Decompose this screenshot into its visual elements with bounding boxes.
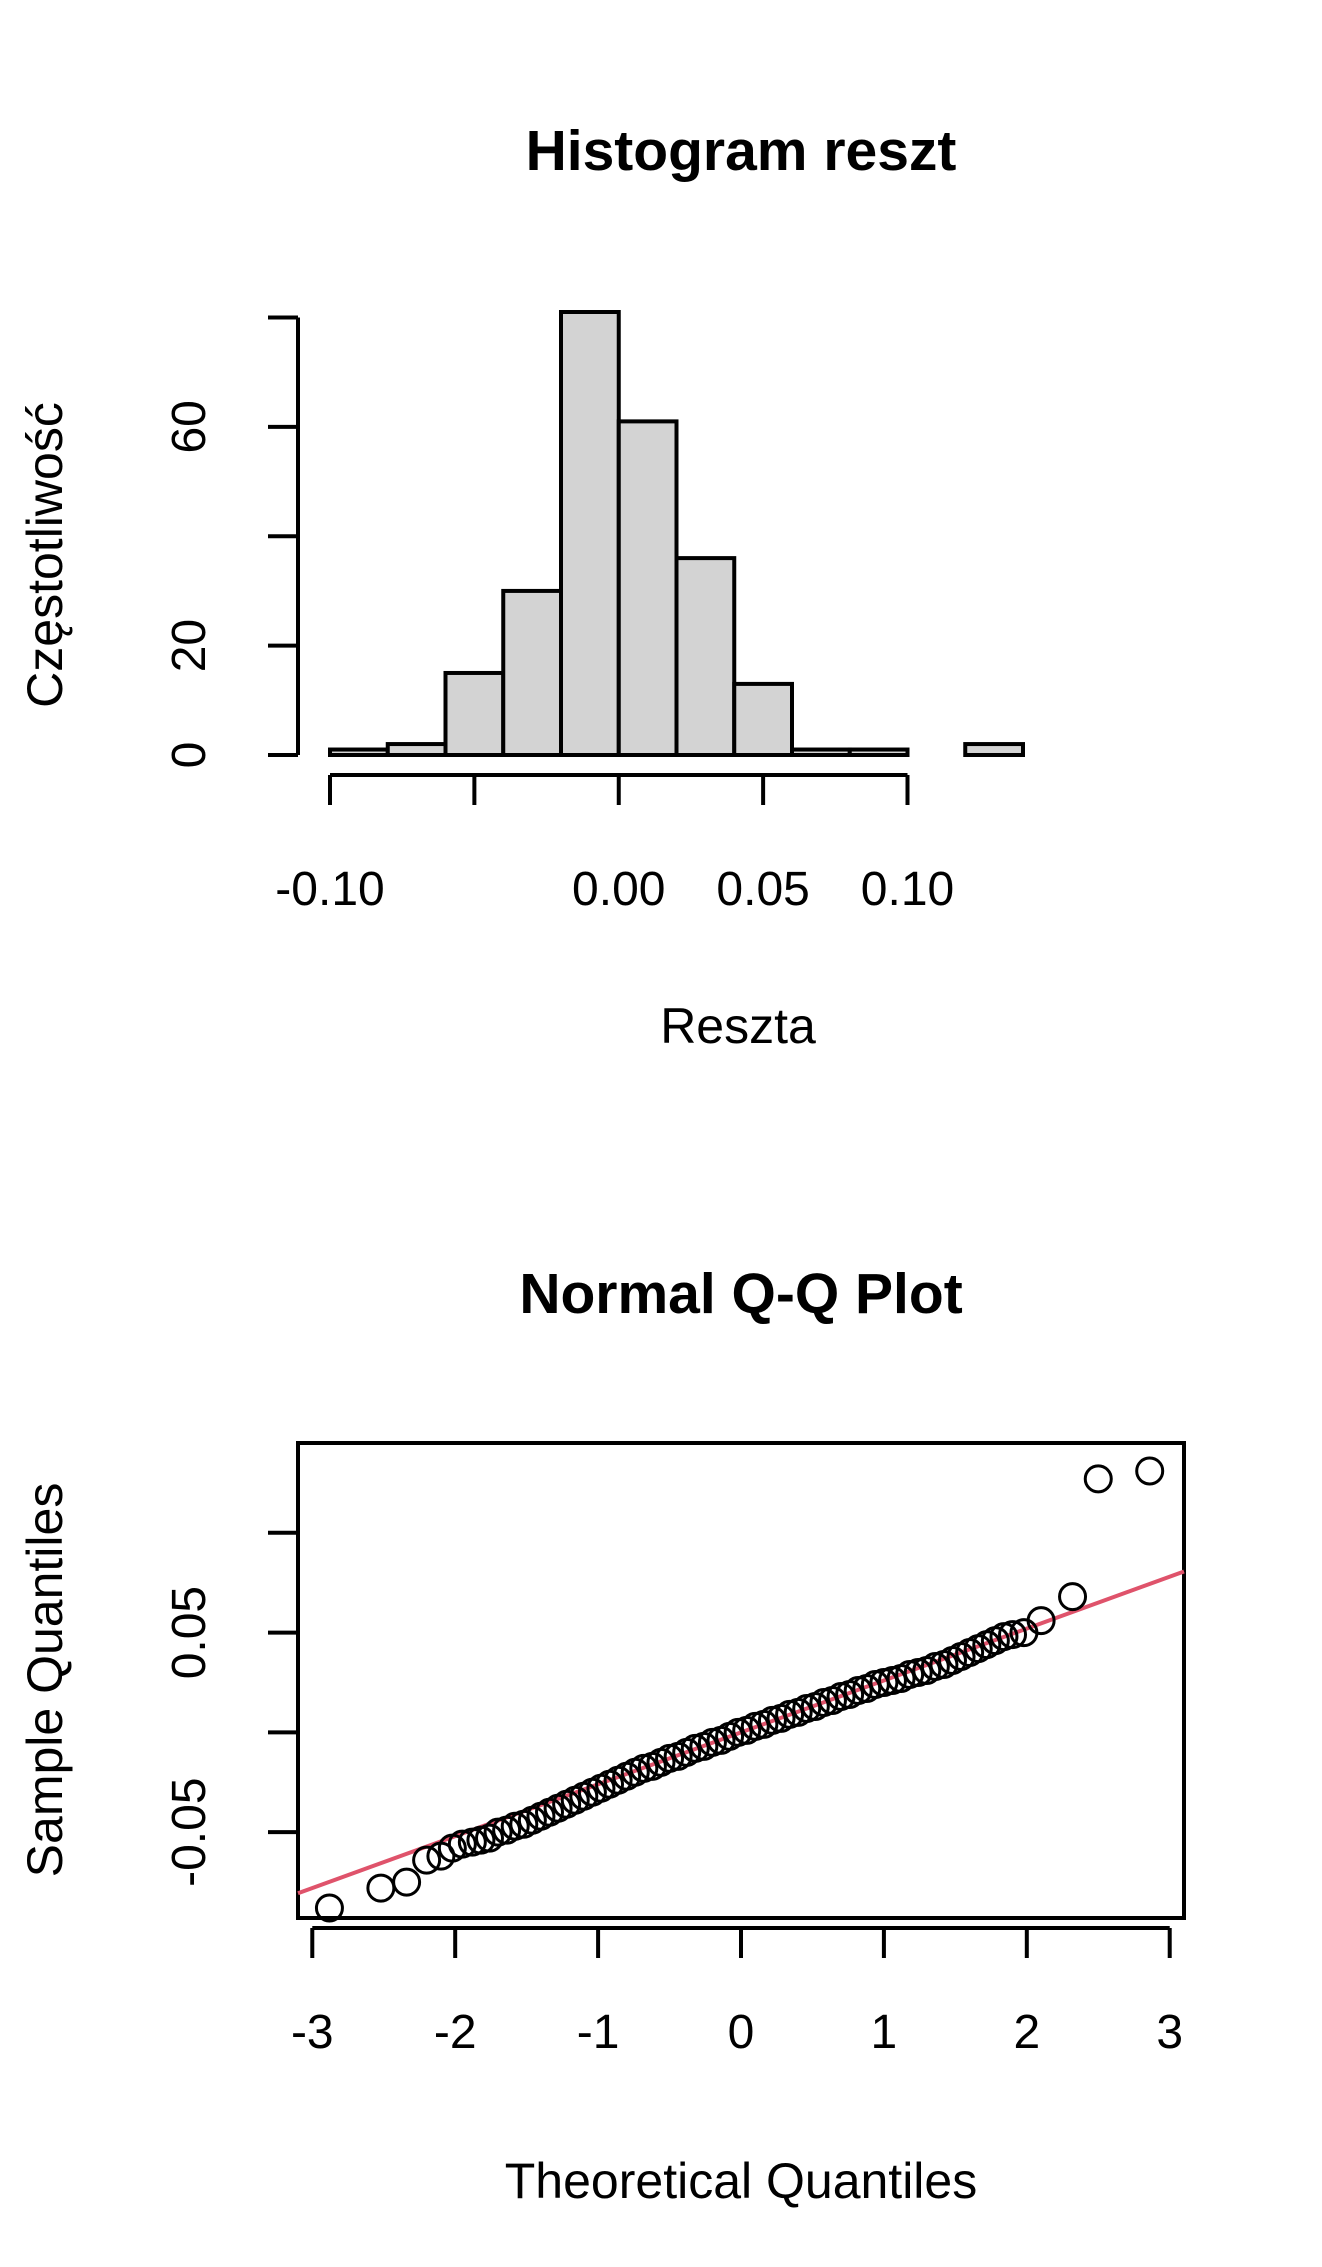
- x-tick-label: -0.10: [275, 863, 384, 916]
- x-tick-label: 0.05: [716, 863, 809, 916]
- y-tick-label: 20: [163, 619, 216, 672]
- y-tick-label: 60: [163, 400, 216, 453]
- qq-point: [1135, 1456, 1165, 1486]
- qq-point: [1083, 1464, 1113, 1494]
- qq-point: [412, 1845, 442, 1875]
- histogram-bar: [732, 681, 794, 758]
- histogram-bar: [963, 742, 1025, 757]
- x-tick-label: 0.00: [572, 863, 665, 916]
- qq-point: [1058, 1582, 1088, 1612]
- histogram-bar: [616, 419, 679, 757]
- y-tick-label: -0.05: [163, 1777, 216, 1886]
- histogram-bar: [559, 310, 621, 757]
- histogram-bar: [328, 747, 390, 758]
- y-tick-label: 0.05: [163, 1586, 216, 1679]
- histogram-bar: [443, 670, 506, 757]
- qq-plot-title: Normal Q-Q Plot: [519, 1262, 962, 1326]
- x-tick-label: 1: [871, 2006, 898, 2059]
- histogram-x-axis: -0.10 0.00 0.05 0.10: [275, 773, 954, 916]
- histogram-bar: [385, 742, 448, 757]
- qq-y-axis: -0.05 0.05: [163, 1530, 300, 1887]
- qq-point: [314, 1893, 344, 1923]
- qq-point: [998, 1620, 1028, 1650]
- qq-x-label: Theoretical Quantiles: [505, 2153, 977, 2209]
- histogram-bars: [328, 310, 1025, 758]
- histogram-x-label: Reszta: [660, 998, 816, 1054]
- qq-points: [314, 1456, 1165, 1923]
- y-tick-label: 0: [163, 742, 216, 769]
- x-tick-label: 0.10: [861, 863, 954, 916]
- histogram-y-label: Częstotliwość: [17, 402, 73, 708]
- qq-point: [1026, 1606, 1056, 1636]
- histogram-title: Histogram reszt: [526, 119, 957, 183]
- qq-plot-chart: Normal Q-Q Plot -3 -2 -1 0 1 2 3 -0.05 0.05 The…: [17, 1262, 1186, 2209]
- histogram-bar: [847, 747, 910, 758]
- x-tick-label: 3: [1156, 2006, 1183, 2059]
- x-tick-label: 0: [728, 2006, 755, 2059]
- qq-point: [474, 1823, 504, 1853]
- qq-point: [447, 1829, 477, 1859]
- qq-y-label: Sample Quantiles: [17, 1483, 73, 1878]
- histogram-bar: [501, 588, 563, 757]
- histogram-bar: [674, 556, 737, 757]
- x-tick-label: 2: [1013, 2006, 1040, 2059]
- histogram-bar: [790, 747, 852, 758]
- x-tick-label: -3: [291, 2006, 334, 2059]
- qq-point: [366, 1873, 396, 1903]
- histogram-y-axis: 0 20 60: [163, 315, 300, 769]
- x-tick-label: -1: [577, 2006, 620, 2059]
- x-tick-label: -2: [434, 2006, 477, 2059]
- qq-point: [392, 1867, 422, 1897]
- qq-x-axis: -3 -2 -1 0 1 2 3: [291, 1926, 1183, 2059]
- histogram-chart: Histogram reszt -0.10 0.00 0.05 0.10 02060 …: [17, 119, 1025, 1054]
